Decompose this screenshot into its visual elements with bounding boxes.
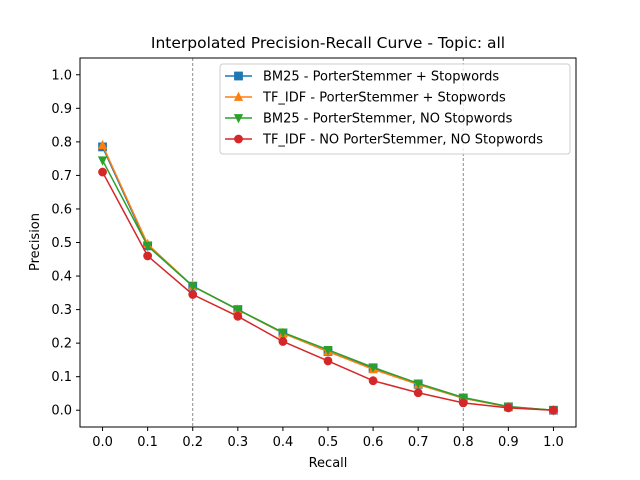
data-point <box>503 403 513 413</box>
y-axis-label: Precision <box>28 213 43 271</box>
y-tick-label: 0.1 <box>51 370 72 385</box>
legend-marker <box>233 114 244 124</box>
x-tick-label: 1.0 <box>543 435 564 450</box>
y-tick-label: 0.8 <box>51 135 72 150</box>
x-tick-label: 0.8 <box>453 435 474 450</box>
data-point <box>458 393 468 403</box>
data-point <box>413 388 423 398</box>
data-point <box>143 251 153 261</box>
legend-label: TF_IDF - PorterStemmer + Stopwords <box>262 91 506 106</box>
legend-item: TF_IDF - PorterStemmer + Stopwords <box>225 91 506 106</box>
data-point <box>142 241 153 252</box>
legend-label: BM25 - PorterStemmer, NO Stopwords <box>263 112 513 127</box>
data-point <box>549 405 558 415</box>
x-tick-label: 0.3 <box>227 435 248 450</box>
plot-area-frame <box>79 57 577 428</box>
y-tick-label: 0.9 <box>51 102 72 117</box>
data-point <box>188 290 198 299</box>
y-tick-label: 1.0 <box>51 68 72 83</box>
legend-marker <box>233 91 244 101</box>
series-3 <box>98 167 558 415</box>
x-tick-label: 0.4 <box>273 435 294 450</box>
legend-box <box>219 63 571 155</box>
legend-item: BM25 - PorterStemmer + Stopwords <box>225 70 499 85</box>
series-2 <box>97 156 559 416</box>
x-tick-label: 0.9 <box>498 435 519 450</box>
x-tick-label: 0.6 <box>363 435 384 450</box>
axis-ticks: 0.0 0.1 0.2 0.3 0.4 0.5 0.6 0.7 0.8 0.9 1.0 0.0 0.1 0… <box>51 68 563 450</box>
legend-marker <box>234 71 243 81</box>
data-point <box>458 398 468 408</box>
legend-marker <box>234 134 243 144</box>
data-point <box>278 337 288 346</box>
legend-label: BM25 - PorterStemmer + Stopwords <box>263 70 499 85</box>
x-tick-label: 0.1 <box>137 435 158 450</box>
x-axis-label: Recall <box>309 456 348 471</box>
x-tick-label: 0.7 <box>408 435 429 450</box>
data-point <box>278 328 288 338</box>
x-tick-label: 0.0 <box>92 435 113 450</box>
x-tick-label: 0.5 <box>318 435 339 450</box>
legend: BM25 - PorterStemmer + Stopwords TF_IDF -… <box>219 63 571 155</box>
y-tick-label: 0.4 <box>51 270 72 285</box>
y-tick-label: 0.3 <box>51 303 72 318</box>
y-tick-label: 0.5 <box>51 236 72 251</box>
y-tick-label: 0.2 <box>51 337 72 352</box>
y-tick-label: 0.6 <box>51 202 72 217</box>
data-point <box>323 345 333 356</box>
data-point <box>413 379 423 389</box>
data-point <box>97 156 108 166</box>
legend-item: BM25 - PorterStemmer, NO Stopwords <box>225 112 513 127</box>
series-group <box>97 139 559 416</box>
data-point <box>98 167 107 177</box>
legend-item: TF_IDF - NO PorterStemmer, NO Stopwords <box>225 133 543 148</box>
data-point <box>233 311 243 321</box>
data-point <box>368 363 378 373</box>
chart-title: Interpolated Precision-Recall Curve - To… <box>151 34 505 52</box>
legend-label: TF_IDF - NO PorterStemmer, NO Stopwords <box>262 133 543 148</box>
data-point <box>368 376 378 386</box>
data-point <box>323 356 333 366</box>
y-tick-label: 0.7 <box>51 169 72 184</box>
data-point <box>233 305 243 315</box>
data-point <box>97 139 108 150</box>
y-tick-label: 0.0 <box>51 404 72 419</box>
data-point <box>188 282 198 292</box>
x-tick-label: 0.2 <box>182 435 203 450</box>
